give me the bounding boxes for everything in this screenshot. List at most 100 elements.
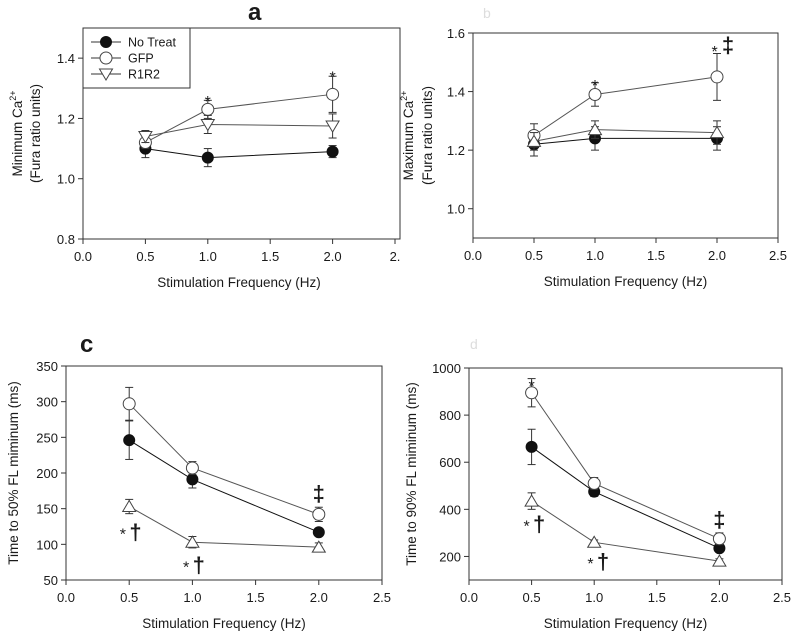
panel-label: a — [248, 0, 262, 26]
data-point — [185, 535, 200, 548]
significance-marker: * — [528, 378, 534, 395]
x-tick-label: 1.0 — [586, 248, 604, 263]
data-point — [138, 131, 153, 144]
y-tick-label: 1.2 — [57, 111, 75, 126]
series-line — [533, 137, 717, 145]
x-tick-label: 2.5 — [769, 248, 787, 263]
x-tick-label: 2.0 — [310, 590, 328, 605]
plot-frame — [65, 365, 383, 581]
series-gfp — [122, 386, 326, 523]
y-tick-label: 50 — [44, 573, 58, 588]
x-tick-label: 1.0 — [585, 590, 603, 605]
data-point — [712, 532, 726, 546]
y-axis-label-main: Time to 50% FL miminum (ms) — [6, 381, 21, 565]
x-tick-label: 2.5 — [373, 590, 391, 605]
significance-marker: * — [711, 44, 717, 61]
y-tick-label: 200 — [439, 549, 461, 564]
x-tick-label: 1.5 — [247, 590, 265, 605]
y-axis-label: Minimum Ca2+ — [8, 90, 25, 176]
data-point — [312, 507, 326, 521]
x-tick-label: 0.0 — [57, 590, 75, 605]
significance-marker: ‡ — [722, 33, 734, 58]
series-line — [145, 93, 333, 143]
significance-marker: * — [183, 559, 189, 576]
data-point — [587, 122, 603, 136]
x-axis-label: Stimulation Frequency (Hz) — [157, 275, 321, 290]
significance-marker: ‡ — [713, 507, 725, 532]
y-tick-label: 350 — [36, 359, 58, 374]
significance-marker: * — [120, 526, 126, 543]
data-point — [326, 87, 340, 101]
y-axis-label-superscript: 2+ — [8, 90, 18, 100]
series-line — [128, 439, 319, 533]
data-point — [710, 70, 724, 84]
significance-marker: ‡ — [313, 481, 325, 506]
significance-marker: * — [592, 78, 598, 95]
y-tick-label: 800 — [439, 408, 461, 423]
y-axis-label-main: Maximum Ca — [401, 100, 416, 180]
x-axis-label: Stimulation Frequency (Hz) — [544, 274, 708, 289]
x-tick-label: 1.5 — [647, 248, 665, 263]
significance-marker: * — [587, 556, 593, 573]
x-tick-label: 2.5 — [773, 590, 791, 605]
y-axis-label: Time to 50% FL miminum (ms) — [6, 381, 21, 565]
y-tick-label: 200 — [36, 466, 58, 481]
data-point — [525, 386, 539, 400]
x-tick-label: 2.0 — [710, 590, 728, 605]
panel-d: d 0.0 0.5 1.0 1.5 2.0 2.5 200 400 600 800 1000 Stimu… — [404, 336, 791, 631]
legend-label: R1R2 — [128, 68, 160, 82]
x-tick-label: 2.0 — [708, 248, 726, 263]
legend-label: GFP — [128, 52, 154, 66]
series-gfp — [525, 378, 726, 546]
data-point — [526, 134, 542, 147]
legend-marker — [98, 68, 114, 81]
x-tick-label: 0.0 — [464, 248, 482, 263]
y-tick-label: 1.6 — [447, 26, 465, 41]
y-tick-label: 1.0 — [447, 202, 465, 217]
legend-marker — [99, 51, 113, 65]
data-point — [586, 535, 602, 548]
x-tick-label: 0.5 — [523, 590, 541, 605]
series-line — [128, 506, 319, 548]
series-line — [145, 123, 333, 138]
y-tick-label: 300 — [36, 395, 58, 410]
y-tick-label: 250 — [36, 430, 58, 445]
x-axis-label: Stimulation Frequency (Hz) — [544, 616, 708, 631]
series-r1r2 — [526, 120, 725, 151]
data-point — [326, 145, 339, 158]
x-tick-label: 0.5 — [525, 248, 543, 263]
data-point — [325, 120, 340, 133]
significance-marker: * — [329, 70, 335, 87]
x-tick-label: 0.5 — [136, 249, 154, 264]
x-tick-label: 1.5 — [261, 249, 279, 264]
series-line — [531, 392, 720, 540]
data-point — [201, 151, 214, 164]
y-axis-label-superscript: 2+ — [399, 91, 409, 101]
legend-marker — [100, 36, 112, 48]
plot-frame — [82, 27, 401, 240]
x-tick-label: 2.0 — [324, 249, 342, 264]
series-line — [533, 129, 718, 142]
panel-b: b 0.0 0.5 1.0 1.5 2.0 2.5 1.0 1.2 1.4 1.6 Stimulati… — [399, 5, 787, 289]
data-point — [312, 526, 325, 539]
series-no-treat — [528, 126, 723, 157]
data-point — [186, 473, 199, 486]
data-point — [200, 118, 216, 132]
y-tick-label: 1.4 — [57, 51, 75, 66]
panel-label-faded: d — [470, 336, 478, 352]
y-axis-label: Maximum Ca2+ — [399, 91, 416, 181]
y-tick-label: 100 — [36, 537, 58, 552]
y-axis-label-main: Time to 90% FL miminum (ms) — [404, 382, 419, 566]
series-no-treat — [525, 428, 726, 555]
x-tick-label: 2. — [390, 249, 401, 264]
data-point — [122, 397, 136, 411]
data-point — [121, 499, 137, 513]
data-point — [712, 554, 727, 567]
series-no-treat — [139, 139, 339, 168]
y-tick-label: 150 — [36, 502, 58, 517]
significance-marker: † — [193, 552, 205, 577]
data-point — [524, 494, 539, 507]
series-r1r2 — [138, 113, 340, 144]
plot-frame — [468, 367, 783, 581]
